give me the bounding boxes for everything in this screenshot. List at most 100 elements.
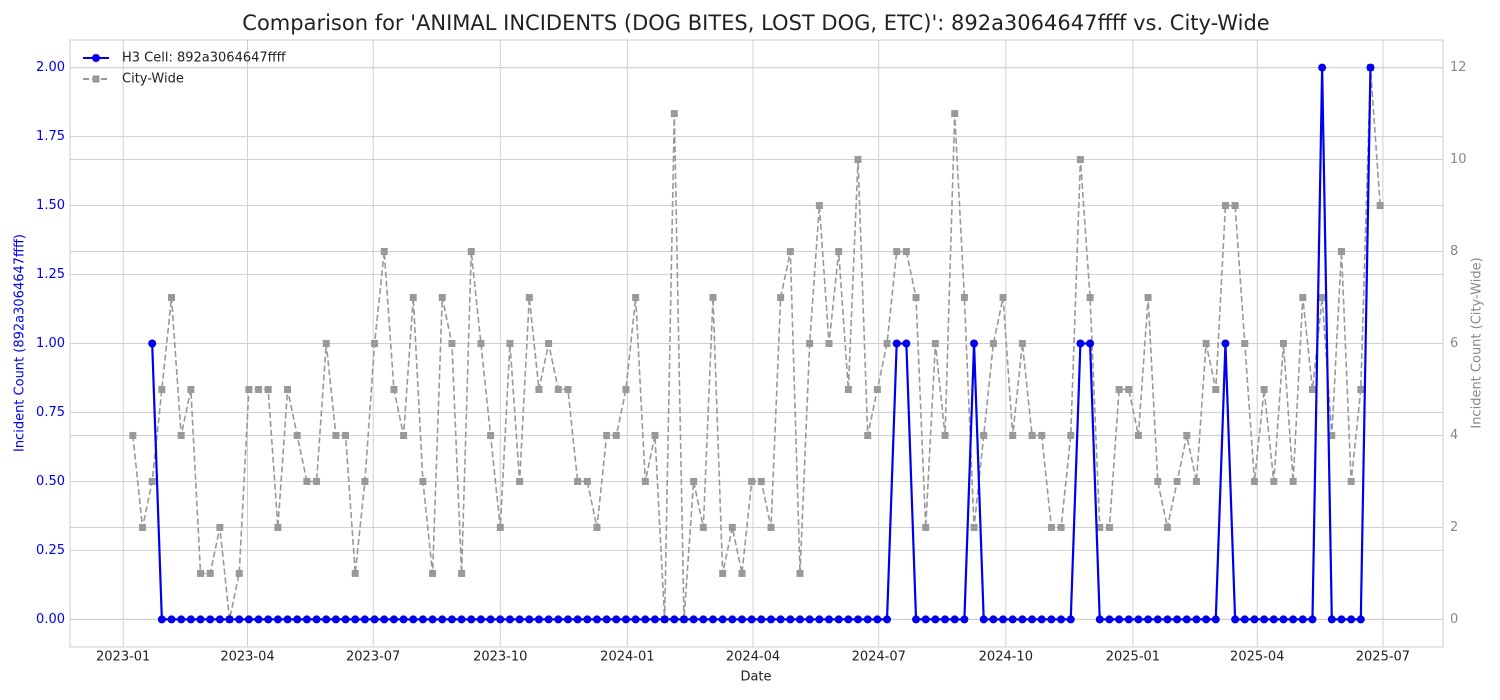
data-point [1366, 63, 1375, 72]
data-point [167, 615, 176, 624]
data-point [1028, 431, 1036, 439]
data-point [400, 431, 408, 439]
legend-marker [92, 54, 100, 62]
y-tick-label: 1.00 [36, 336, 65, 351]
data-point [525, 615, 534, 624]
legend-label: City-Wide [122, 72, 184, 87]
data-point [699, 615, 708, 624]
data-point [670, 110, 678, 118]
data-point [284, 385, 292, 393]
data-point [544, 615, 553, 624]
data-point [158, 385, 166, 393]
data-point [1173, 615, 1182, 624]
data-point [1231, 615, 1240, 624]
data-point [747, 615, 756, 624]
data-point [244, 615, 253, 624]
x-tick-label: 2024-04 [726, 650, 780, 665]
data-point [438, 615, 447, 624]
data-point [506, 340, 514, 347]
data-point [864, 431, 872, 439]
data-point [1318, 294, 1326, 302]
data-point [1270, 477, 1278, 485]
data-point [1057, 523, 1065, 531]
data-point [1260, 615, 1269, 624]
y2-tick-label: 4 [1450, 428, 1458, 443]
data-point [806, 340, 814, 347]
data-point [313, 477, 321, 485]
data-point [979, 615, 988, 624]
data-point [893, 248, 901, 256]
data-point [912, 615, 921, 624]
data-point [689, 615, 698, 624]
data-point [767, 615, 776, 624]
data-point [380, 248, 388, 256]
y-axis-label: Incident Count (892a3064647ffff) [13, 234, 28, 452]
data-point [844, 615, 853, 624]
data-point [389, 615, 398, 624]
data-point [1124, 615, 1133, 624]
data-point [283, 615, 292, 624]
data-point [429, 569, 437, 577]
data-point [293, 615, 302, 624]
data-point [157, 615, 166, 624]
data-point [177, 615, 186, 624]
data-point [1260, 385, 1268, 393]
data-point [303, 477, 311, 485]
data-point [322, 615, 331, 624]
data-point [341, 615, 350, 624]
data-point [1134, 615, 1143, 624]
data-point [834, 615, 843, 624]
data-point [148, 339, 157, 348]
data-point [1173, 477, 1181, 485]
x-tick-label: 2023-01 [96, 650, 150, 665]
data-point [371, 340, 379, 347]
data-point [737, 615, 746, 624]
data-point [1289, 477, 1297, 485]
data-point [708, 615, 717, 624]
data-point [593, 523, 601, 531]
data-point [1163, 523, 1171, 531]
x-tick-label: 2023-10 [473, 650, 527, 665]
data-point [516, 477, 524, 485]
data-point [922, 523, 930, 531]
data-point [1018, 615, 1027, 624]
data-point [786, 248, 794, 256]
data-point [709, 294, 717, 302]
data-point [1269, 615, 1278, 624]
data-point [728, 615, 737, 624]
data-point [921, 615, 930, 624]
chart-title: Comparison for 'ANIMAL INCIDENTS (DOG BI… [242, 11, 1269, 35]
data-point [467, 248, 475, 256]
data-point [892, 339, 901, 348]
data-point [264, 385, 272, 393]
data-point [1183, 431, 1191, 439]
data-point [796, 615, 805, 624]
data-point [592, 615, 601, 624]
data-point [476, 615, 485, 624]
data-point [1038, 431, 1046, 439]
x-tick-label: 2023-07 [346, 650, 400, 665]
data-point [419, 477, 427, 485]
data-point [718, 615, 727, 624]
data-point [1299, 294, 1307, 302]
data-point [951, 110, 959, 118]
data-point [409, 294, 417, 302]
data-point [815, 615, 824, 624]
data-point [1009, 431, 1017, 439]
data-point [1347, 477, 1355, 485]
data-point [719, 569, 727, 577]
data-point [216, 523, 224, 531]
data-point [1250, 477, 1258, 485]
data-point [273, 615, 282, 624]
data-point [1095, 615, 1104, 624]
data-point [1328, 431, 1336, 439]
data-point [1134, 431, 1142, 439]
data-point [418, 615, 427, 624]
data-point [1240, 615, 1249, 624]
y2-tick-label: 2 [1450, 520, 1458, 535]
data-point [496, 523, 504, 531]
data-point [960, 615, 969, 624]
data-point [835, 248, 843, 256]
data-point [1250, 615, 1259, 624]
y2-tick-label: 0 [1450, 612, 1458, 627]
